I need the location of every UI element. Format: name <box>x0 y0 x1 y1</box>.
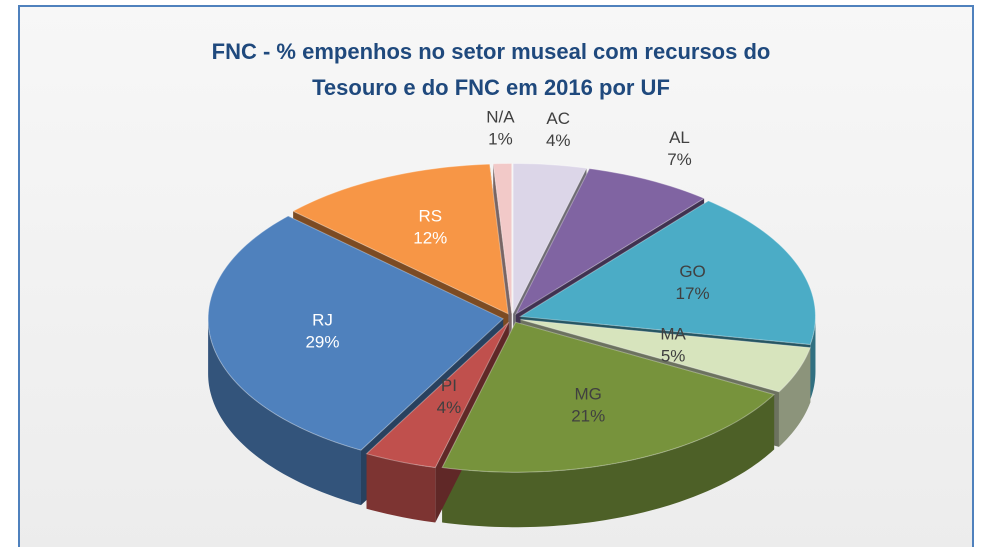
data-label: MG 21% <box>571 385 605 426</box>
slice <box>441 321 776 473</box>
label-value: 7% <box>667 150 692 169</box>
data-label: AC 4% <box>546 109 571 150</box>
slice <box>520 319 811 393</box>
label-category: RJ <box>312 310 333 329</box>
slice <box>518 200 816 346</box>
label-category: MG <box>575 385 602 404</box>
data-label: GO 17% <box>676 262 710 303</box>
slice-side <box>442 394 775 528</box>
slice <box>365 321 510 469</box>
slice-side <box>208 318 361 506</box>
label-value: 5% <box>661 346 686 365</box>
label-value: 1% <box>488 130 513 149</box>
label-category: PI <box>441 376 457 395</box>
data-label: N/A 1% <box>486 108 515 149</box>
slice-side <box>366 453 436 523</box>
slice-side <box>778 347 811 447</box>
slice-side <box>810 316 816 400</box>
slice <box>292 163 509 315</box>
label-value: 4% <box>437 398 462 417</box>
chart-title: FNC - % empenhos no setor museal com rec… <box>211 39 771 100</box>
slice <box>512 162 588 314</box>
data-label: RJ 29% <box>305 310 339 351</box>
label-category: RS <box>418 207 442 226</box>
slice <box>492 162 513 314</box>
label-category: GO <box>679 262 705 281</box>
label-category: N/A <box>486 108 515 127</box>
data-label: PI 4% <box>437 376 462 417</box>
data-label: RS 12% <box>413 207 447 248</box>
data-label: AL 7% <box>667 128 692 169</box>
label-value: 17% <box>676 284 710 303</box>
label-value: 29% <box>305 332 339 351</box>
label-category: AC <box>546 109 570 128</box>
label-category: MA <box>660 324 686 343</box>
slice <box>207 215 504 451</box>
label-value: 4% <box>546 131 571 150</box>
slice <box>514 168 706 316</box>
label-value: 12% <box>413 229 447 248</box>
data-label: MA 5% <box>660 324 686 365</box>
label-value: 21% <box>571 407 605 426</box>
label-category: AL <box>669 128 690 147</box>
